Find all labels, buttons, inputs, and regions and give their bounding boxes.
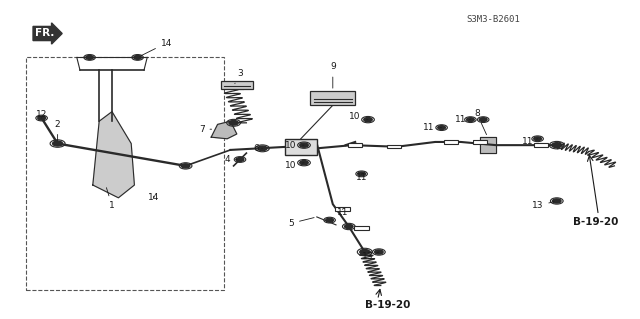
Bar <box>387 145 401 148</box>
Text: 11: 11 <box>522 137 538 146</box>
Circle shape <box>364 117 372 122</box>
Circle shape <box>374 250 383 254</box>
Polygon shape <box>480 137 496 153</box>
Circle shape <box>344 224 353 229</box>
Text: B-19-20: B-19-20 <box>365 300 410 310</box>
Text: 10: 10 <box>349 112 368 121</box>
Text: FR.: FR. <box>35 28 54 39</box>
Text: 11: 11 <box>337 208 348 217</box>
Bar <box>534 143 548 147</box>
Circle shape <box>38 116 45 120</box>
Circle shape <box>52 141 63 146</box>
Text: 8: 8 <box>474 109 486 135</box>
Text: 6: 6 <box>253 144 262 153</box>
Bar <box>473 140 487 144</box>
Circle shape <box>86 56 93 59</box>
Circle shape <box>358 172 365 176</box>
Text: 1: 1 <box>106 188 115 210</box>
Circle shape <box>552 199 561 203</box>
Text: 10: 10 <box>285 141 304 150</box>
Text: 12: 12 <box>36 110 47 119</box>
Text: 11: 11 <box>423 123 442 132</box>
Text: 7: 7 <box>199 125 212 134</box>
Text: 14: 14 <box>140 39 172 56</box>
Text: 10: 10 <box>285 161 304 170</box>
Circle shape <box>181 164 190 168</box>
Bar <box>348 143 362 147</box>
Polygon shape <box>93 112 134 198</box>
Text: 11: 11 <box>356 173 367 182</box>
Text: S3M3-B2601: S3M3-B2601 <box>466 15 520 24</box>
Bar <box>310 91 355 105</box>
Circle shape <box>534 137 541 141</box>
Circle shape <box>438 126 445 130</box>
Text: 13: 13 <box>362 252 379 261</box>
Bar <box>26 57 224 290</box>
Text: B-19-20: B-19-20 <box>573 217 618 227</box>
Circle shape <box>229 121 238 125</box>
Text: 11: 11 <box>455 115 470 124</box>
Circle shape <box>326 218 333 222</box>
Text: 4: 4 <box>225 155 237 164</box>
Circle shape <box>467 118 474 122</box>
Circle shape <box>300 160 308 165</box>
Text: 5: 5 <box>289 218 314 228</box>
Circle shape <box>300 143 308 147</box>
Text: 9: 9 <box>330 63 335 88</box>
Circle shape <box>236 158 244 161</box>
Text: 13: 13 <box>532 201 554 210</box>
Circle shape <box>360 249 370 255</box>
Text: 2: 2 <box>55 120 60 141</box>
Circle shape <box>258 146 267 151</box>
Bar <box>354 226 369 230</box>
Bar <box>285 139 317 155</box>
Bar <box>444 140 458 144</box>
Circle shape <box>552 143 562 148</box>
Text: 3: 3 <box>235 69 243 84</box>
Circle shape <box>479 118 487 122</box>
Bar <box>221 81 253 89</box>
Polygon shape <box>211 121 237 139</box>
Bar <box>335 207 350 211</box>
Circle shape <box>134 56 141 59</box>
Text: 14: 14 <box>148 193 159 202</box>
